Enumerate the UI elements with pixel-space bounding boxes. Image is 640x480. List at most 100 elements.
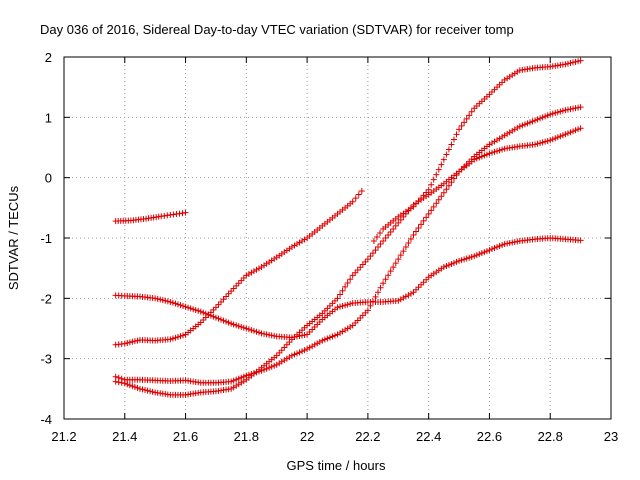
data-point xyxy=(134,384,141,391)
data-point xyxy=(537,115,544,122)
data-point xyxy=(440,156,447,163)
data-point xyxy=(187,305,194,312)
data-point xyxy=(567,106,574,113)
data-point xyxy=(567,129,574,136)
series-arc-1 xyxy=(112,209,189,225)
data-point xyxy=(380,238,387,245)
data-point xyxy=(572,58,579,65)
data-point xyxy=(440,263,447,270)
data-point xyxy=(443,151,450,158)
data-point xyxy=(380,280,387,287)
data-point xyxy=(233,322,240,329)
data-point xyxy=(180,332,187,339)
data-point xyxy=(149,388,156,395)
data-point xyxy=(402,293,409,300)
x-tick-label: 21.8 xyxy=(234,429,259,444)
data-point xyxy=(405,292,412,299)
data-point xyxy=(478,153,485,160)
data-point xyxy=(526,119,533,126)
data-point xyxy=(359,312,366,319)
series-arc-6 xyxy=(370,57,584,245)
data-point xyxy=(359,261,366,268)
data-point xyxy=(557,108,564,115)
data-point xyxy=(326,302,333,309)
data-point xyxy=(223,293,230,300)
data-point xyxy=(524,120,531,127)
data-point xyxy=(448,260,455,267)
data-point xyxy=(268,332,275,339)
data-point xyxy=(488,246,495,253)
data-point xyxy=(430,176,437,183)
data-point xyxy=(519,122,526,129)
data-point xyxy=(413,286,420,293)
data-point xyxy=(433,200,440,207)
data-point xyxy=(564,60,571,67)
data-point xyxy=(397,296,404,303)
data-point xyxy=(435,196,442,203)
data-point xyxy=(124,381,131,388)
data-point xyxy=(395,297,402,304)
data-point xyxy=(238,323,245,330)
data-point xyxy=(233,376,240,383)
data-point xyxy=(331,332,338,339)
data-point xyxy=(316,318,323,325)
data-point xyxy=(438,161,445,168)
data-point xyxy=(468,108,475,115)
data-point xyxy=(261,330,268,337)
data-point xyxy=(200,316,207,323)
data-point xyxy=(139,386,146,393)
data-point xyxy=(218,316,225,323)
data-point xyxy=(129,338,136,345)
data-point xyxy=(228,288,235,295)
data-point xyxy=(324,305,331,312)
data-point xyxy=(329,300,336,307)
data-point xyxy=(445,146,452,153)
data-point xyxy=(364,307,371,314)
data-point xyxy=(248,269,255,276)
data-point xyxy=(483,151,490,158)
data-point xyxy=(182,303,189,310)
data-point xyxy=(549,136,556,143)
data-point xyxy=(331,297,338,304)
data-point xyxy=(162,297,169,304)
data-point xyxy=(112,378,119,385)
data-point xyxy=(349,198,356,205)
data-point xyxy=(159,297,166,304)
data-point xyxy=(190,306,197,313)
data-point xyxy=(235,323,242,330)
data-point xyxy=(210,306,217,313)
data-point xyxy=(458,257,465,264)
data-point xyxy=(250,268,257,275)
data-point xyxy=(390,225,397,232)
data-point xyxy=(420,217,427,224)
data-point xyxy=(337,303,344,310)
data-point xyxy=(339,287,346,294)
data-point xyxy=(358,187,365,194)
y-tick-label: -2 xyxy=(40,291,52,306)
data-point xyxy=(243,325,250,332)
data-point xyxy=(136,385,143,392)
data-point xyxy=(238,374,245,381)
data-point xyxy=(390,264,397,271)
data-point xyxy=(293,350,300,357)
data-point xyxy=(407,236,414,243)
data-point xyxy=(314,340,321,347)
data-point xyxy=(516,123,523,130)
data-point xyxy=(499,242,506,249)
data-point xyxy=(273,352,280,359)
data-point xyxy=(172,334,179,341)
data-point xyxy=(212,314,219,321)
data-point xyxy=(223,318,230,325)
data-point xyxy=(570,59,577,66)
data-point xyxy=(486,247,493,254)
data-point xyxy=(304,331,311,338)
y-tick-label: -3 xyxy=(40,352,52,367)
data-point xyxy=(321,336,328,343)
data-point xyxy=(443,262,450,269)
data-point xyxy=(423,276,430,283)
data-point xyxy=(296,349,303,356)
data-point xyxy=(539,139,546,146)
data-point xyxy=(488,149,495,156)
data-point xyxy=(309,343,316,350)
data-point xyxy=(369,250,376,257)
